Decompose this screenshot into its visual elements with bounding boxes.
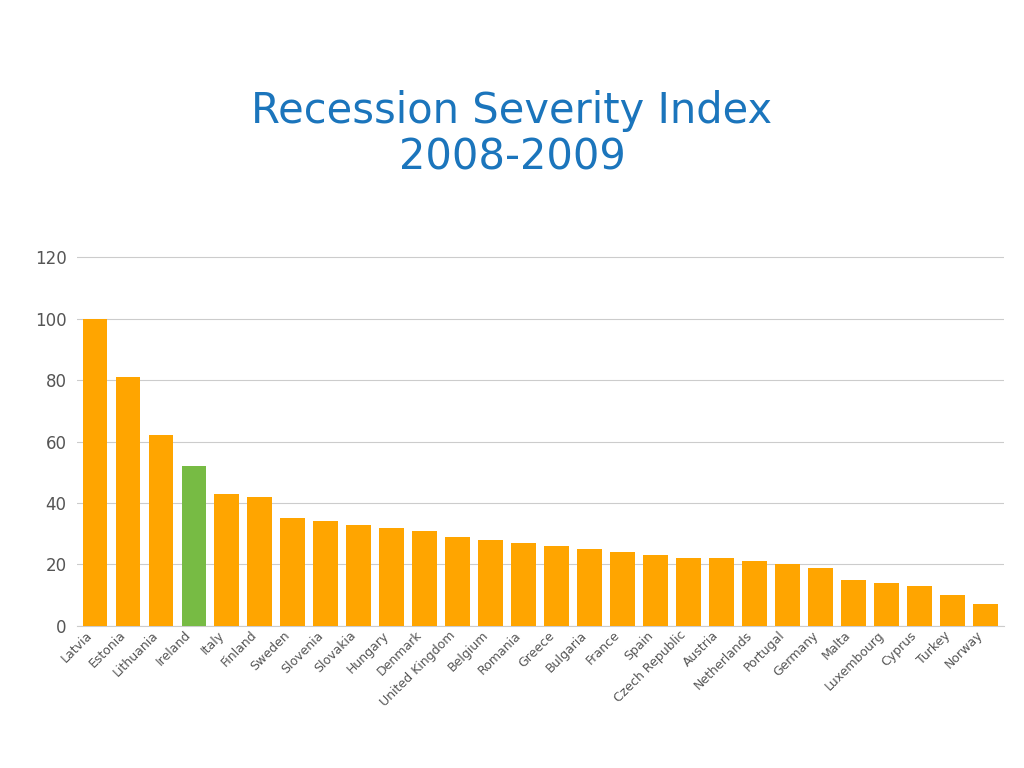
Bar xyxy=(346,525,371,626)
Bar xyxy=(907,586,932,626)
Bar xyxy=(676,558,701,626)
Bar xyxy=(775,564,800,626)
Text: 2008-2009: 2008-2009 xyxy=(398,137,626,178)
Text: Recession Severity Index: Recession Severity Index xyxy=(252,91,772,132)
Bar xyxy=(181,466,206,626)
Bar xyxy=(578,549,602,626)
Bar xyxy=(116,377,140,626)
Bar xyxy=(478,540,503,626)
Bar xyxy=(248,497,272,626)
Text: The University of Dublin: The University of Dublin xyxy=(152,733,333,748)
Bar xyxy=(808,568,833,626)
Bar xyxy=(379,528,404,626)
Bar xyxy=(710,558,734,626)
Bar xyxy=(874,583,899,626)
Text: Trinity College Dublin,: Trinity College Dublin, xyxy=(18,733,202,748)
Bar xyxy=(973,604,997,626)
Bar xyxy=(148,435,173,626)
Bar xyxy=(841,580,866,626)
Bar xyxy=(610,552,635,626)
Bar xyxy=(83,319,108,626)
Bar xyxy=(545,546,569,626)
Bar xyxy=(313,521,338,626)
Bar xyxy=(281,518,305,626)
Bar xyxy=(940,595,965,626)
Bar xyxy=(413,531,437,626)
Bar xyxy=(445,537,470,626)
Bar xyxy=(214,494,240,626)
Bar xyxy=(511,543,536,626)
Bar xyxy=(643,555,668,626)
Bar xyxy=(742,561,767,626)
